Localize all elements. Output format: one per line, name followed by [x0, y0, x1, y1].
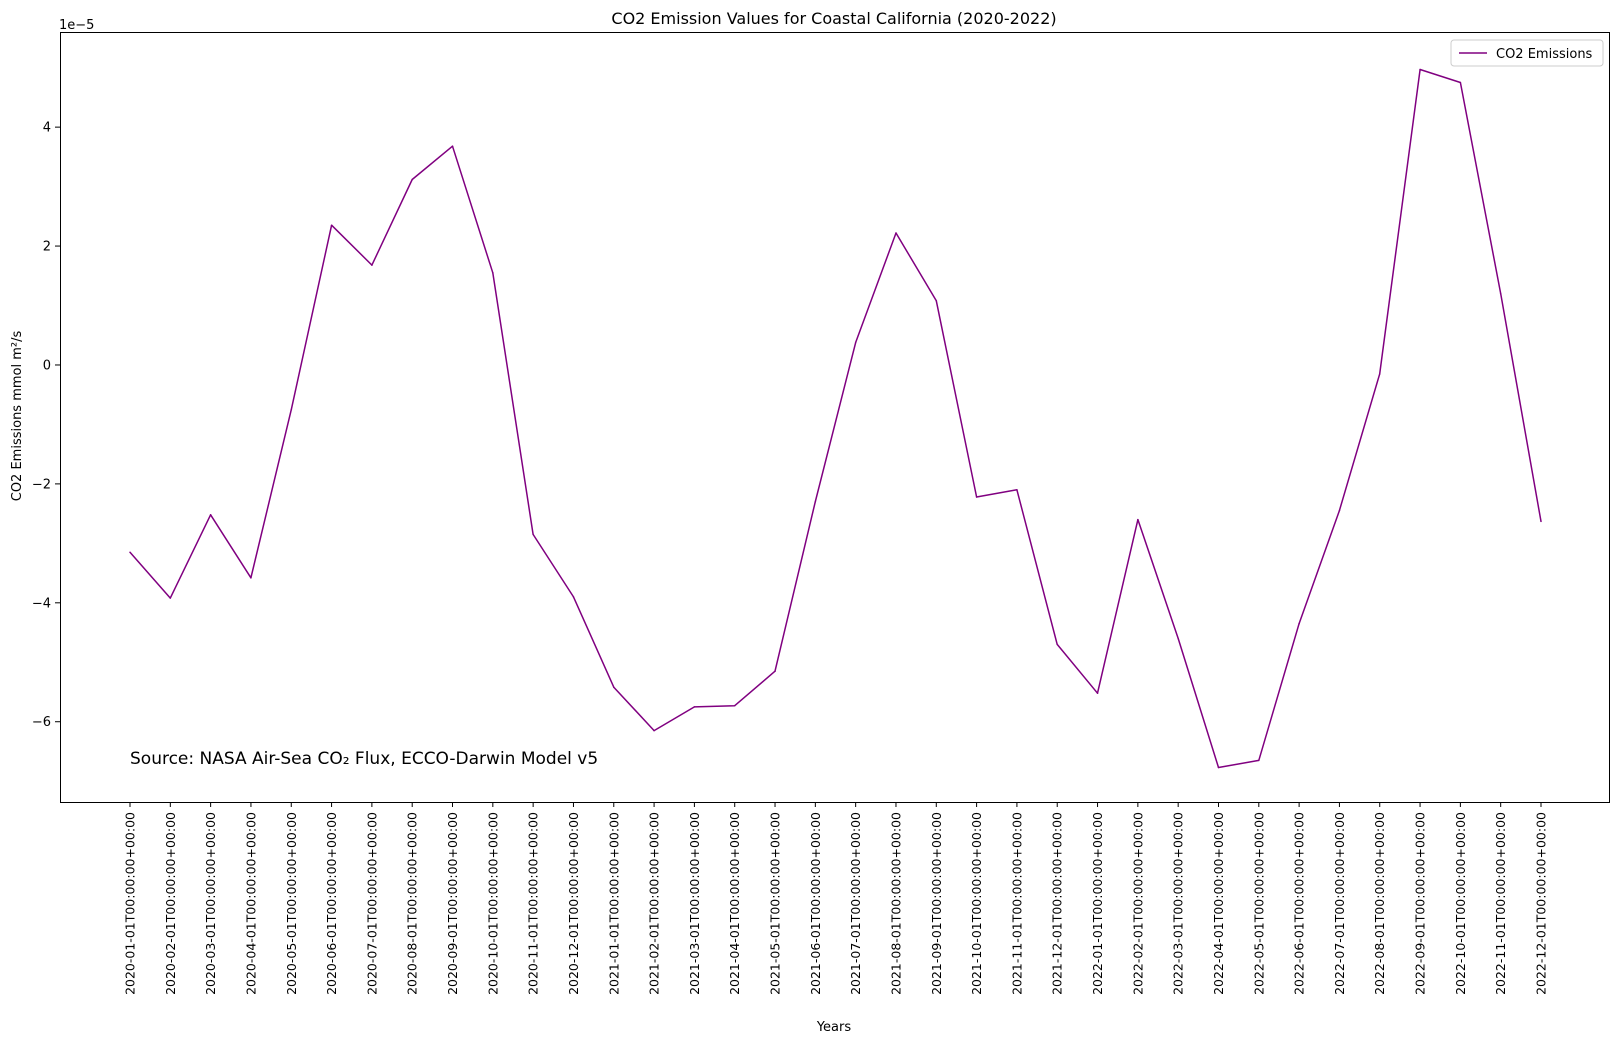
y-tick-label: −6: [32, 715, 51, 730]
x-tick-label: 2022-08-01T00:00:00+00:00: [1372, 812, 1387, 995]
x-tick-label: 2022-06-01T00:00:00+00:00: [1292, 812, 1307, 995]
data-point: [935, 300, 938, 302]
data-point: [733, 704, 736, 707]
x-tick-label: 2022-12-01T00:00:00+00:00: [1534, 812, 1549, 995]
legend-label: CO2 Emissions: [1496, 47, 1593, 62]
data-point: [1419, 68, 1421, 71]
data-point: [330, 224, 333, 226]
y-offset-label: 1e−5: [59, 18, 94, 33]
data-point: [250, 577, 252, 579]
x-tick-label: 2021-10-01T00:00:00+00:00: [969, 812, 984, 995]
data-point: [169, 597, 172, 599]
data-point: [492, 272, 494, 274]
x-tick-label: 2021-09-01T00:00:00+00:00: [929, 812, 944, 995]
data-point: [653, 729, 655, 732]
data-point: [975, 496, 978, 498]
x-tick-label: 2022-11-01T00:00:00+00:00: [1493, 812, 1508, 995]
y-ticks: −6 −4 −2 0 2 4: [32, 121, 60, 730]
x-tick-label: 2020-01-01T00:00:00+00:00: [123, 812, 138, 995]
x-tick-label: 2020-05-01T00:00:00+00:00: [284, 812, 299, 995]
data-point: [1459, 81, 1462, 84]
data-point: [129, 551, 131, 554]
data-point: [1016, 489, 1018, 491]
x-tick-label: 2020-04-01T00:00:00+00:00: [243, 812, 258, 995]
x-tick-label: 2020-07-01T00:00:00+00:00: [364, 812, 379, 995]
x-tick-label: 2021-01-01T00:00:00+00:00: [606, 812, 621, 995]
x-tick-label: 2020-08-01T00:00:00+00:00: [405, 812, 420, 995]
data-point: [1056, 643, 1058, 646]
data-point: [814, 500, 817, 503]
y-tick-label: 0: [43, 358, 51, 373]
data-point: [1096, 692, 1099, 694]
data-point: [371, 264, 373, 266]
legend: CO2 Emissions: [1450, 39, 1604, 67]
data-point: [854, 341, 857, 344]
x-tick-label: 2022-04-01T00:00:00+00:00: [1211, 812, 1226, 995]
data-point: [1258, 759, 1260, 762]
y-axis-label: CO2 Emissions mmol m²/s: [10, 331, 25, 502]
y-tick-label: 2: [43, 240, 51, 255]
x-tick-label: 2020-02-01T00:00:00+00:00: [163, 812, 178, 995]
source-annotation: Source: NASA Air-Sea CO₂ Flux, ECCO-Darw…: [130, 749, 598, 769]
data-point: [1177, 637, 1179, 640]
y-tick-label: −4: [32, 596, 51, 611]
x-tick-label: 2020-09-01T00:00:00+00:00: [445, 812, 460, 995]
data-point: [1217, 766, 1220, 769]
x-tick-label: 2022-09-01T00:00:00+00:00: [1413, 812, 1428, 995]
data-point: [613, 686, 615, 688]
x-tick-label: 2022-01-01T00:00:00+00:00: [1090, 812, 1105, 995]
data-point: [209, 514, 212, 516]
data-point: [1298, 622, 1300, 625]
x-tick-label: 2022-10-01T00:00:00+00:00: [1453, 812, 1468, 995]
chart-title: CO2 Emission Values for Coastal Californ…: [611, 9, 1056, 28]
x-tick-label: 2020-11-01T00:00:00+00:00: [526, 812, 541, 995]
data-point: [693, 706, 696, 708]
x-tick-label: 2020-06-01T00:00:00+00:00: [324, 812, 339, 995]
data-point: [451, 145, 454, 147]
data-point: [1338, 509, 1341, 512]
series-line-co2-emissions: [129, 68, 1542, 769]
x-tick-label: 2021-07-01T00:00:00+00:00: [848, 812, 863, 995]
y-tick-label: 4: [43, 121, 51, 136]
data-point: [572, 596, 575, 598]
data-point: [1540, 520, 1542, 523]
x-tick-label: 2021-03-01T00:00:00+00:00: [687, 812, 702, 995]
data-point: [895, 232, 897, 234]
data-point: [1499, 292, 1502, 295]
y-tick-label: −2: [32, 477, 51, 492]
plot-frame: [60, 32, 1610, 803]
data-point: [1378, 373, 1381, 375]
x-ticks: 2020-01-01T00:00:00+00:00 2020-02-01T00:0…: [123, 802, 1549, 995]
x-tick-label: 2022-07-01T00:00:00+00:00: [1332, 812, 1347, 995]
x-tick-label: 2021-06-01T00:00:00+00:00: [808, 812, 823, 995]
x-tick-label: 2022-02-01T00:00:00+00:00: [1130, 812, 1145, 995]
x-tick-label: 2022-05-01T00:00:00+00:00: [1251, 812, 1266, 995]
x-tick-label: 2021-11-01T00:00:00+00:00: [1009, 812, 1024, 995]
legend-box: [1450, 39, 1604, 67]
data-point: [411, 178, 413, 181]
data-point: [1137, 518, 1139, 521]
x-axis-label: Years: [816, 1020, 852, 1035]
x-tick-label: 2021-02-01T00:00:00+00:00: [647, 812, 662, 995]
data-point: [290, 408, 293, 411]
x-tick-label: 2020-10-01T00:00:00+00:00: [485, 812, 500, 995]
x-tick-label: 2022-03-01T00:00:00+00:00: [1171, 812, 1186, 995]
x-tick-label: 2020-12-01T00:00:00+00:00: [566, 812, 581, 995]
data-point: [774, 670, 776, 672]
data-point: [532, 533, 534, 536]
x-tick-label: 2021-12-01T00:00:00+00:00: [1050, 812, 1065, 995]
x-tick-label: 2021-08-01T00:00:00+00:00: [888, 812, 903, 995]
x-tick-label: 2021-05-01T00:00:00+00:00: [768, 812, 783, 995]
x-tick-label: 2021-04-01T00:00:00+00:00: [727, 812, 742, 995]
x-tick-label: 2020-03-01T00:00:00+00:00: [203, 812, 218, 995]
